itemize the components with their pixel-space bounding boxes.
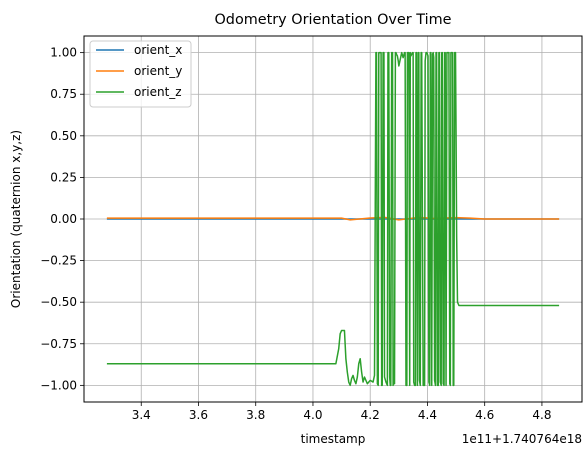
legend-label-orient_y: orient_y bbox=[134, 64, 182, 78]
y-tick-label: 0.00 bbox=[50, 212, 77, 226]
x-tick-label: 4.6 bbox=[475, 408, 494, 422]
y-tick-label: −0.75 bbox=[40, 337, 77, 351]
y-tick-label: 1.00 bbox=[50, 46, 77, 60]
y-tick-label: −0.50 bbox=[40, 295, 77, 309]
x-tick-label: 4.2 bbox=[361, 408, 380, 422]
legend-label-orient_x: orient_x bbox=[134, 43, 182, 57]
y-tick-label: −1.00 bbox=[40, 378, 77, 392]
x-tick-label: 4.4 bbox=[418, 408, 437, 422]
legend-label-orient_z: orient_z bbox=[134, 85, 182, 99]
chart-title: Odometry Orientation Over Time bbox=[214, 12, 451, 28]
x-tick-label: 3.6 bbox=[189, 408, 208, 422]
x-axis-label: timestamp bbox=[301, 432, 366, 446]
legend: orient_x orient_y orient_z bbox=[90, 41, 191, 107]
x-tick-label: 3.4 bbox=[132, 408, 151, 422]
x-tick-label: 4.8 bbox=[532, 408, 551, 422]
y-tick-label: 0.75 bbox=[50, 87, 77, 101]
x-offset-label: 1e11+1.740764e18 bbox=[462, 432, 582, 446]
x-tick-label: 3.8 bbox=[246, 408, 265, 422]
y-tick-label: −0.25 bbox=[40, 254, 77, 268]
y-tick-label: 0.50 bbox=[50, 129, 77, 143]
y-tick-label: 0.25 bbox=[50, 170, 77, 184]
x-tick-label: 4.0 bbox=[303, 408, 322, 422]
y-axis-label: Orientation (quaternion x,y,z) bbox=[9, 130, 23, 308]
